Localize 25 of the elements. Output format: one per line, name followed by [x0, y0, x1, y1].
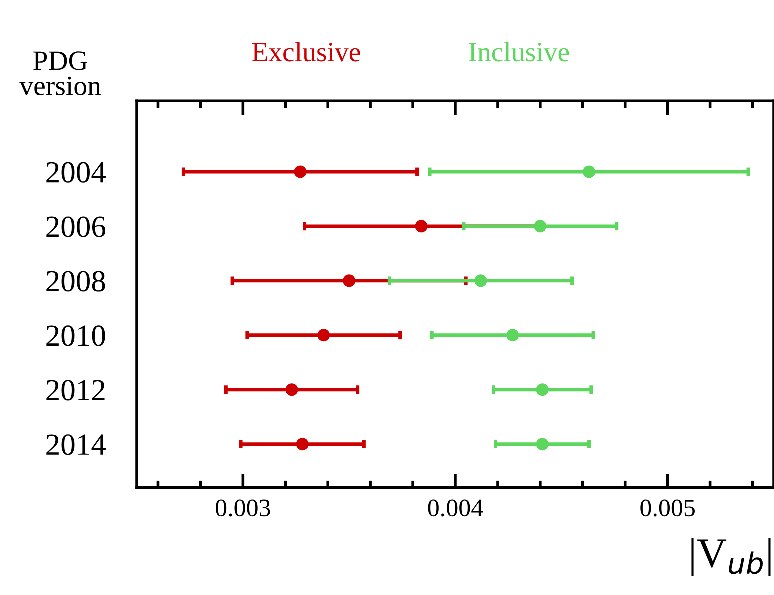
point — [286, 384, 298, 396]
x-tick-label: 0.005 — [640, 500, 695, 517]
y-tick-label: 2006 — [46, 216, 106, 238]
point — [506, 329, 520, 342]
point — [294, 166, 307, 178]
point — [343, 274, 356, 288]
y-tick-label: 2014 — [46, 434, 106, 456]
x-axis-title: |V$_{ub}$| — [692, 538, 771, 576]
y-tick-label: 2010 — [46, 326, 106, 346]
point — [534, 220, 547, 233]
text: Inclusive — [469, 42, 570, 62]
point — [415, 220, 428, 233]
x-tick-label: 0.004 — [428, 500, 484, 517]
y-tick-label: 2004 — [46, 162, 106, 183]
y-tick-label: 2008 — [46, 271, 106, 292]
point — [296, 438, 309, 451]
point — [583, 166, 596, 178]
point — [536, 438, 549, 451]
y-axis-title: PDG version — [20, 52, 102, 96]
point — [474, 274, 488, 288]
point — [536, 384, 549, 396]
y-tick-label: 2012 — [46, 380, 105, 401]
x-tick-label: 0.003 — [216, 500, 270, 517]
point — [318, 329, 330, 342]
text: Exclusive — [252, 42, 360, 62]
